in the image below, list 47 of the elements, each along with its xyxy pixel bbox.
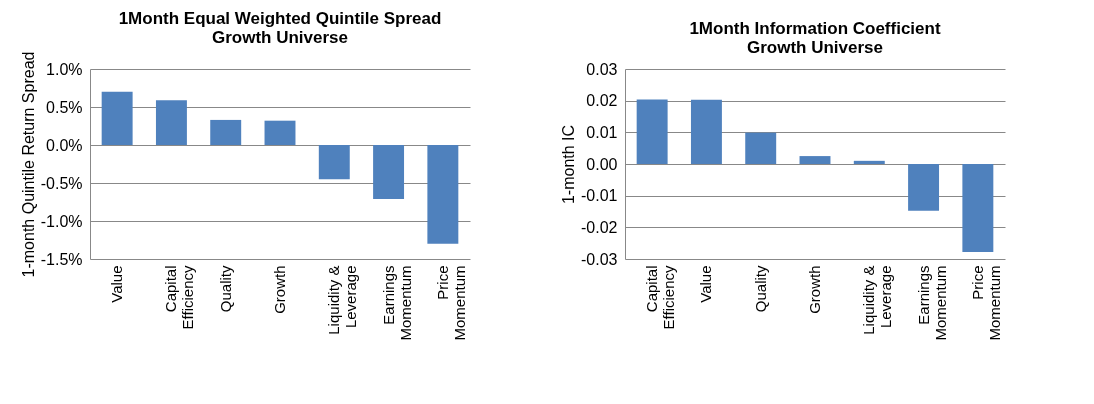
bar [799,156,831,164]
y-tick-label: -1.0% [40,212,83,230]
bar [636,99,668,164]
y-axis-title: 1-month IC [560,124,578,205]
y-tick-label: -0.01 [581,187,618,205]
y-tick-label: 0.02 [586,92,618,110]
y-tick-label: -0.02 [581,218,618,236]
y-tick-label: 1.0% [46,60,83,78]
x-tick-label: Earnings Momentum [379,265,414,341]
text: 1Month Equal Weighted Quintile Spread [118,9,442,29]
x-tick-label: Price Momentum [433,265,468,341]
y-tick-label: -0.5% [40,174,83,192]
bar [210,119,242,145]
bar [155,100,187,145]
y-tick-label: 0.01 [586,123,618,141]
x-tick-label: Capital Efficiency [162,265,197,330]
y-tick-label: -1.5% [40,250,83,268]
text: 1Month Information Coefficient [689,19,941,38]
bar [853,160,885,164]
x-tick-label: Liquidity & Leverage [325,265,360,335]
bar [101,91,133,145]
x-tick-label: Capital Efficiency [643,265,678,330]
bar [427,145,459,244]
bar [373,145,405,199]
text: Growth Universe [746,38,884,57]
x-tick-label: Value [108,265,126,303]
y-tick-label: 0.0% [46,136,83,154]
bar [690,99,722,164]
bar [264,120,296,145]
x-tick-label: Growth [271,265,288,314]
text: Growth Universe [211,28,349,48]
x-tick-label: Quality [751,265,769,313]
x-tick-label: Price Momentum [968,265,1003,341]
y-tick-label: -0.03 [581,250,618,268]
bar [908,164,940,211]
x-tick-label: Growth [806,265,823,314]
x-tick-label: Value [697,265,715,303]
y-tick-label: 0.5% [46,98,83,116]
y-axis-title: 1-month Quintile Return Spread [19,51,37,278]
bar [962,164,994,253]
bar [318,145,350,180]
bar [745,132,777,164]
x-tick-label: Earnings Momentum [914,265,949,341]
x-tick-label: Liquidity & Leverage [860,265,895,335]
y-tick-label: 0.00 [586,155,618,173]
y-tick-label: 0.03 [586,60,618,78]
x-tick-label: Quality [216,265,234,313]
